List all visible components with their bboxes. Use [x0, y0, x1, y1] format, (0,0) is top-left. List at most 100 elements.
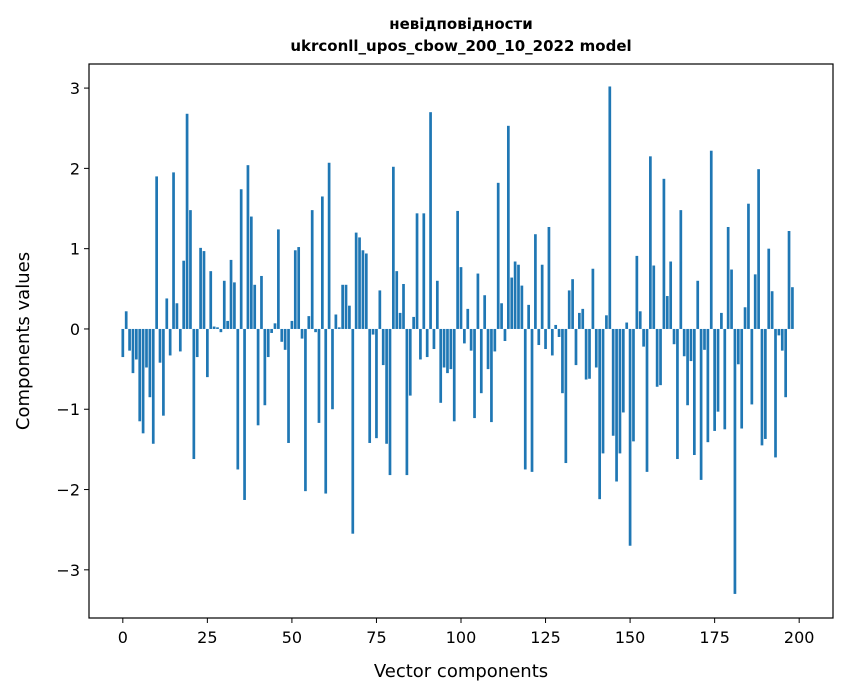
- bar: [665, 296, 669, 329]
- bar: [635, 255, 639, 329]
- bar: [774, 328, 777, 458]
- bar: [703, 328, 706, 350]
- bar: [571, 279, 574, 329]
- bar: [791, 287, 794, 329]
- bar: [517, 264, 520, 329]
- bar: [452, 328, 456, 422]
- chart-title: невідповідности: [389, 15, 532, 33]
- bar: [375, 328, 378, 439]
- y-tick-label: 2: [70, 159, 80, 178]
- bar: [178, 328, 182, 352]
- bar: [476, 273, 480, 329]
- bar: [368, 328, 372, 443]
- x-tick-label: 75: [366, 628, 386, 647]
- bar: [459, 267, 463, 329]
- bar: [222, 280, 226, 329]
- bar: [419, 328, 422, 360]
- bar: [195, 328, 199, 358]
- bar: [172, 172, 175, 329]
- bar: [706, 328, 710, 443]
- bar: [131, 328, 135, 374]
- bar: [202, 251, 206, 329]
- bar: [649, 156, 652, 329]
- bar: [324, 328, 328, 494]
- x-tick-label: 200: [784, 628, 815, 647]
- bar: [385, 328, 388, 444]
- bar: [378, 290, 382, 329]
- bar: [415, 213, 419, 329]
- bar: [493, 328, 497, 352]
- bar: [263, 328, 267, 406]
- bar: [402, 283, 405, 329]
- bar: [212, 326, 216, 329]
- bar: [425, 328, 429, 358]
- bar: [696, 280, 700, 329]
- bar: [740, 328, 744, 429]
- bar: [229, 259, 233, 329]
- bar: [784, 328, 788, 398]
- bar: [371, 328, 375, 335]
- bar: [446, 328, 449, 374]
- bar: [615, 328, 618, 482]
- y-tick-label: 1: [70, 240, 80, 259]
- y-tick-label: −3: [56, 561, 80, 580]
- bar: [642, 328, 645, 347]
- bar: [155, 176, 158, 329]
- bar: [544, 328, 547, 350]
- bar: [273, 323, 277, 329]
- bar: [503, 328, 507, 341]
- bar: [500, 303, 503, 329]
- bar: [249, 216, 253, 329]
- bar: [395, 271, 399, 329]
- bar: [168, 328, 172, 356]
- bar: [189, 210, 192, 329]
- bar: [216, 327, 219, 329]
- bars-group: [121, 86, 794, 594]
- bar: [246, 165, 250, 329]
- bar: [280, 328, 284, 342]
- bar: [652, 265, 656, 329]
- bar: [601, 328, 605, 454]
- bar: [226, 320, 230, 329]
- bar: [405, 328, 409, 476]
- bar: [679, 210, 683, 329]
- bar: [662, 178, 666, 329]
- bar: [550, 328, 554, 356]
- bar: [256, 328, 260, 426]
- plot-frame: [88, 63, 834, 619]
- bar: [206, 328, 209, 378]
- bar: [676, 328, 679, 460]
- bar: [243, 328, 246, 500]
- bar: [297, 247, 301, 329]
- bar: [392, 166, 395, 329]
- bar: [618, 328, 622, 454]
- bar: [334, 314, 338, 329]
- bar: [145, 328, 148, 368]
- bar: [429, 112, 432, 329]
- y-tick-label: −2: [56, 481, 80, 500]
- bar: [547, 226, 551, 329]
- bar: [381, 328, 385, 366]
- bar: [743, 307, 747, 329]
- bar: [605, 315, 608, 329]
- bar: [537, 328, 541, 346]
- bar: [625, 322, 629, 329]
- bar: [645, 328, 649, 472]
- bar: [182, 260, 186, 329]
- bar: [310, 210, 314, 329]
- bar: [591, 268, 595, 329]
- bar: [351, 328, 355, 534]
- bar: [317, 328, 321, 423]
- bar: [777, 328, 781, 336]
- bar: [692, 328, 696, 456]
- bar: [686, 328, 689, 406]
- x-axis-label: Vector components: [374, 661, 548, 682]
- bar: [473, 328, 476, 419]
- bar: [506, 125, 510, 329]
- bar: [510, 277, 514, 329]
- bar: [293, 250, 297, 329]
- bar: [534, 234, 537, 329]
- bar: [628, 328, 632, 546]
- y-tick-label: 3: [70, 79, 80, 98]
- bar: [584, 328, 588, 380]
